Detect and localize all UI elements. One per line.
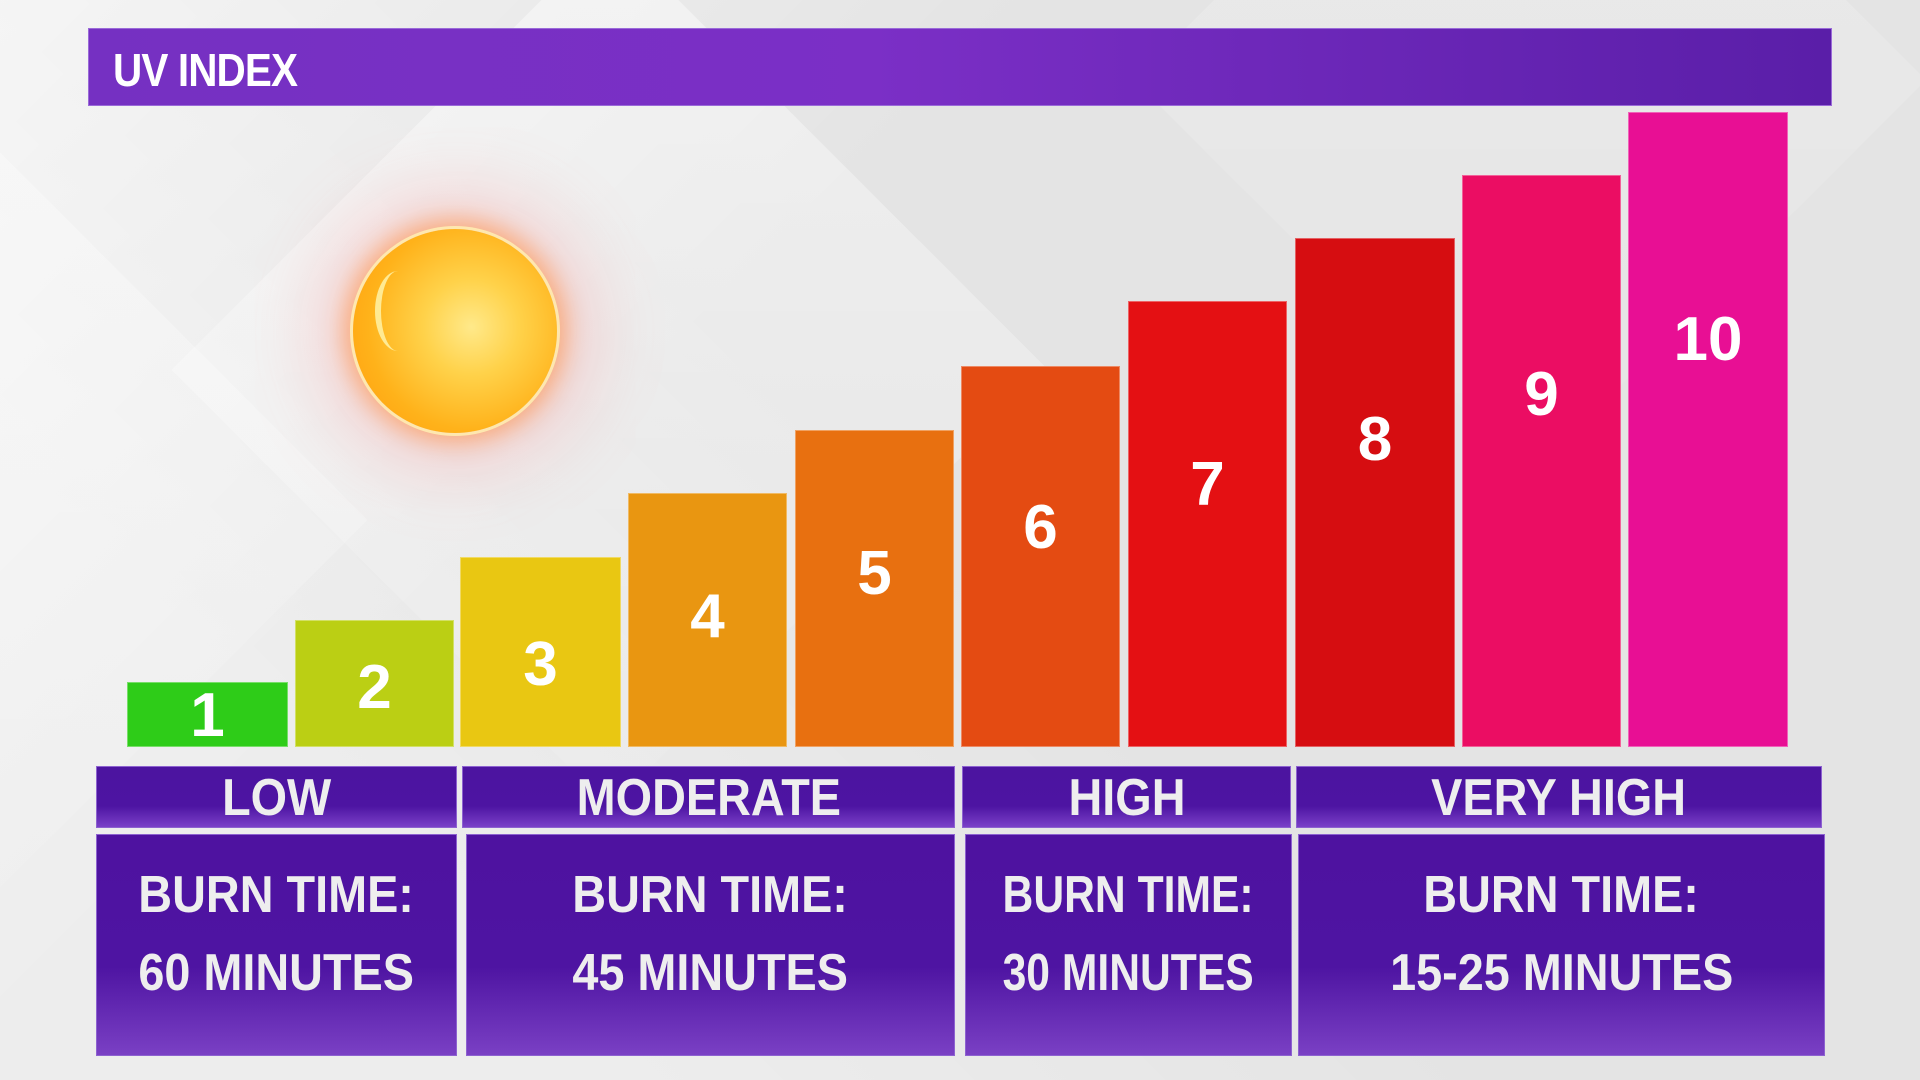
uv-bar-9: 9	[1462, 175, 1621, 747]
burn-time-value: 60 MINUTES	[138, 944, 415, 1002]
level-header-very-high: VERY HIGH	[1296, 766, 1822, 828]
level-label: LOW	[221, 769, 332, 827]
burn-time-value: 45 MINUTES	[572, 944, 849, 1002]
sun-highlight	[375, 271, 421, 351]
uv-bar-value: 2	[357, 653, 392, 722]
burn-time-label: BURN TIME:	[138, 866, 415, 924]
level-header-moderate: MODERATE	[462, 766, 955, 828]
level-label: VERY HIGH	[1431, 769, 1687, 827]
burn-time-high: BURN TIME: 30 MINUTES	[965, 834, 1292, 1056]
uv-bar-value: 3	[523, 630, 558, 699]
uv-bar-value: 5	[857, 539, 892, 608]
uv-bar-5: 5	[795, 430, 954, 747]
burn-time-label: BURN TIME:	[572, 866, 849, 924]
uv-bar-value: 7	[1190, 450, 1225, 519]
burn-time-low: BURN TIME: 60 MINUTES	[96, 834, 457, 1056]
level-label: MODERATE	[576, 769, 841, 827]
burn-time-moderate: BURN TIME: 45 MINUTES	[466, 834, 955, 1056]
uv-bar-4: 4	[628, 493, 787, 747]
uv-bar-1: 1	[127, 682, 288, 747]
chart-title: UV INDEX	[113, 44, 298, 96]
uv-bar-value: 4	[690, 582, 725, 651]
uv-bar-7: 7	[1128, 301, 1287, 747]
uv-bar-value: 8	[1357, 405, 1393, 474]
level-header-high: HIGH	[962, 766, 1291, 828]
uv-bar-8: 8	[1295, 238, 1455, 747]
uv-bar-3: 3	[460, 557, 621, 747]
uv-bar-value: 6	[1023, 493, 1058, 562]
burn-time-value: 30 MINUTES	[1002, 944, 1255, 1002]
uv-bar-value: 9	[1524, 360, 1559, 429]
burn-time-label: BURN TIME:	[1002, 866, 1255, 924]
sun-icon	[353, 229, 557, 433]
level-label: HIGH	[1068, 769, 1185, 827]
uv-bar-2: 2	[295, 620, 454, 747]
uv-bar-10: 10	[1628, 112, 1788, 747]
uv-bar-6: 6	[961, 366, 1120, 747]
level-header-low: LOW	[96, 766, 457, 828]
burn-time-very-high: BURN TIME: 15-25 MINUTES	[1298, 834, 1825, 1056]
burn-time-label: BURN TIME:	[1423, 866, 1700, 924]
uv-bar-value: 10	[1673, 305, 1743, 374]
burn-time-value: 15-25 MINUTES	[1389, 944, 1734, 1002]
title-bar: UV INDEX	[88, 28, 1832, 106]
uv-bar-value: 1	[190, 681, 225, 750]
